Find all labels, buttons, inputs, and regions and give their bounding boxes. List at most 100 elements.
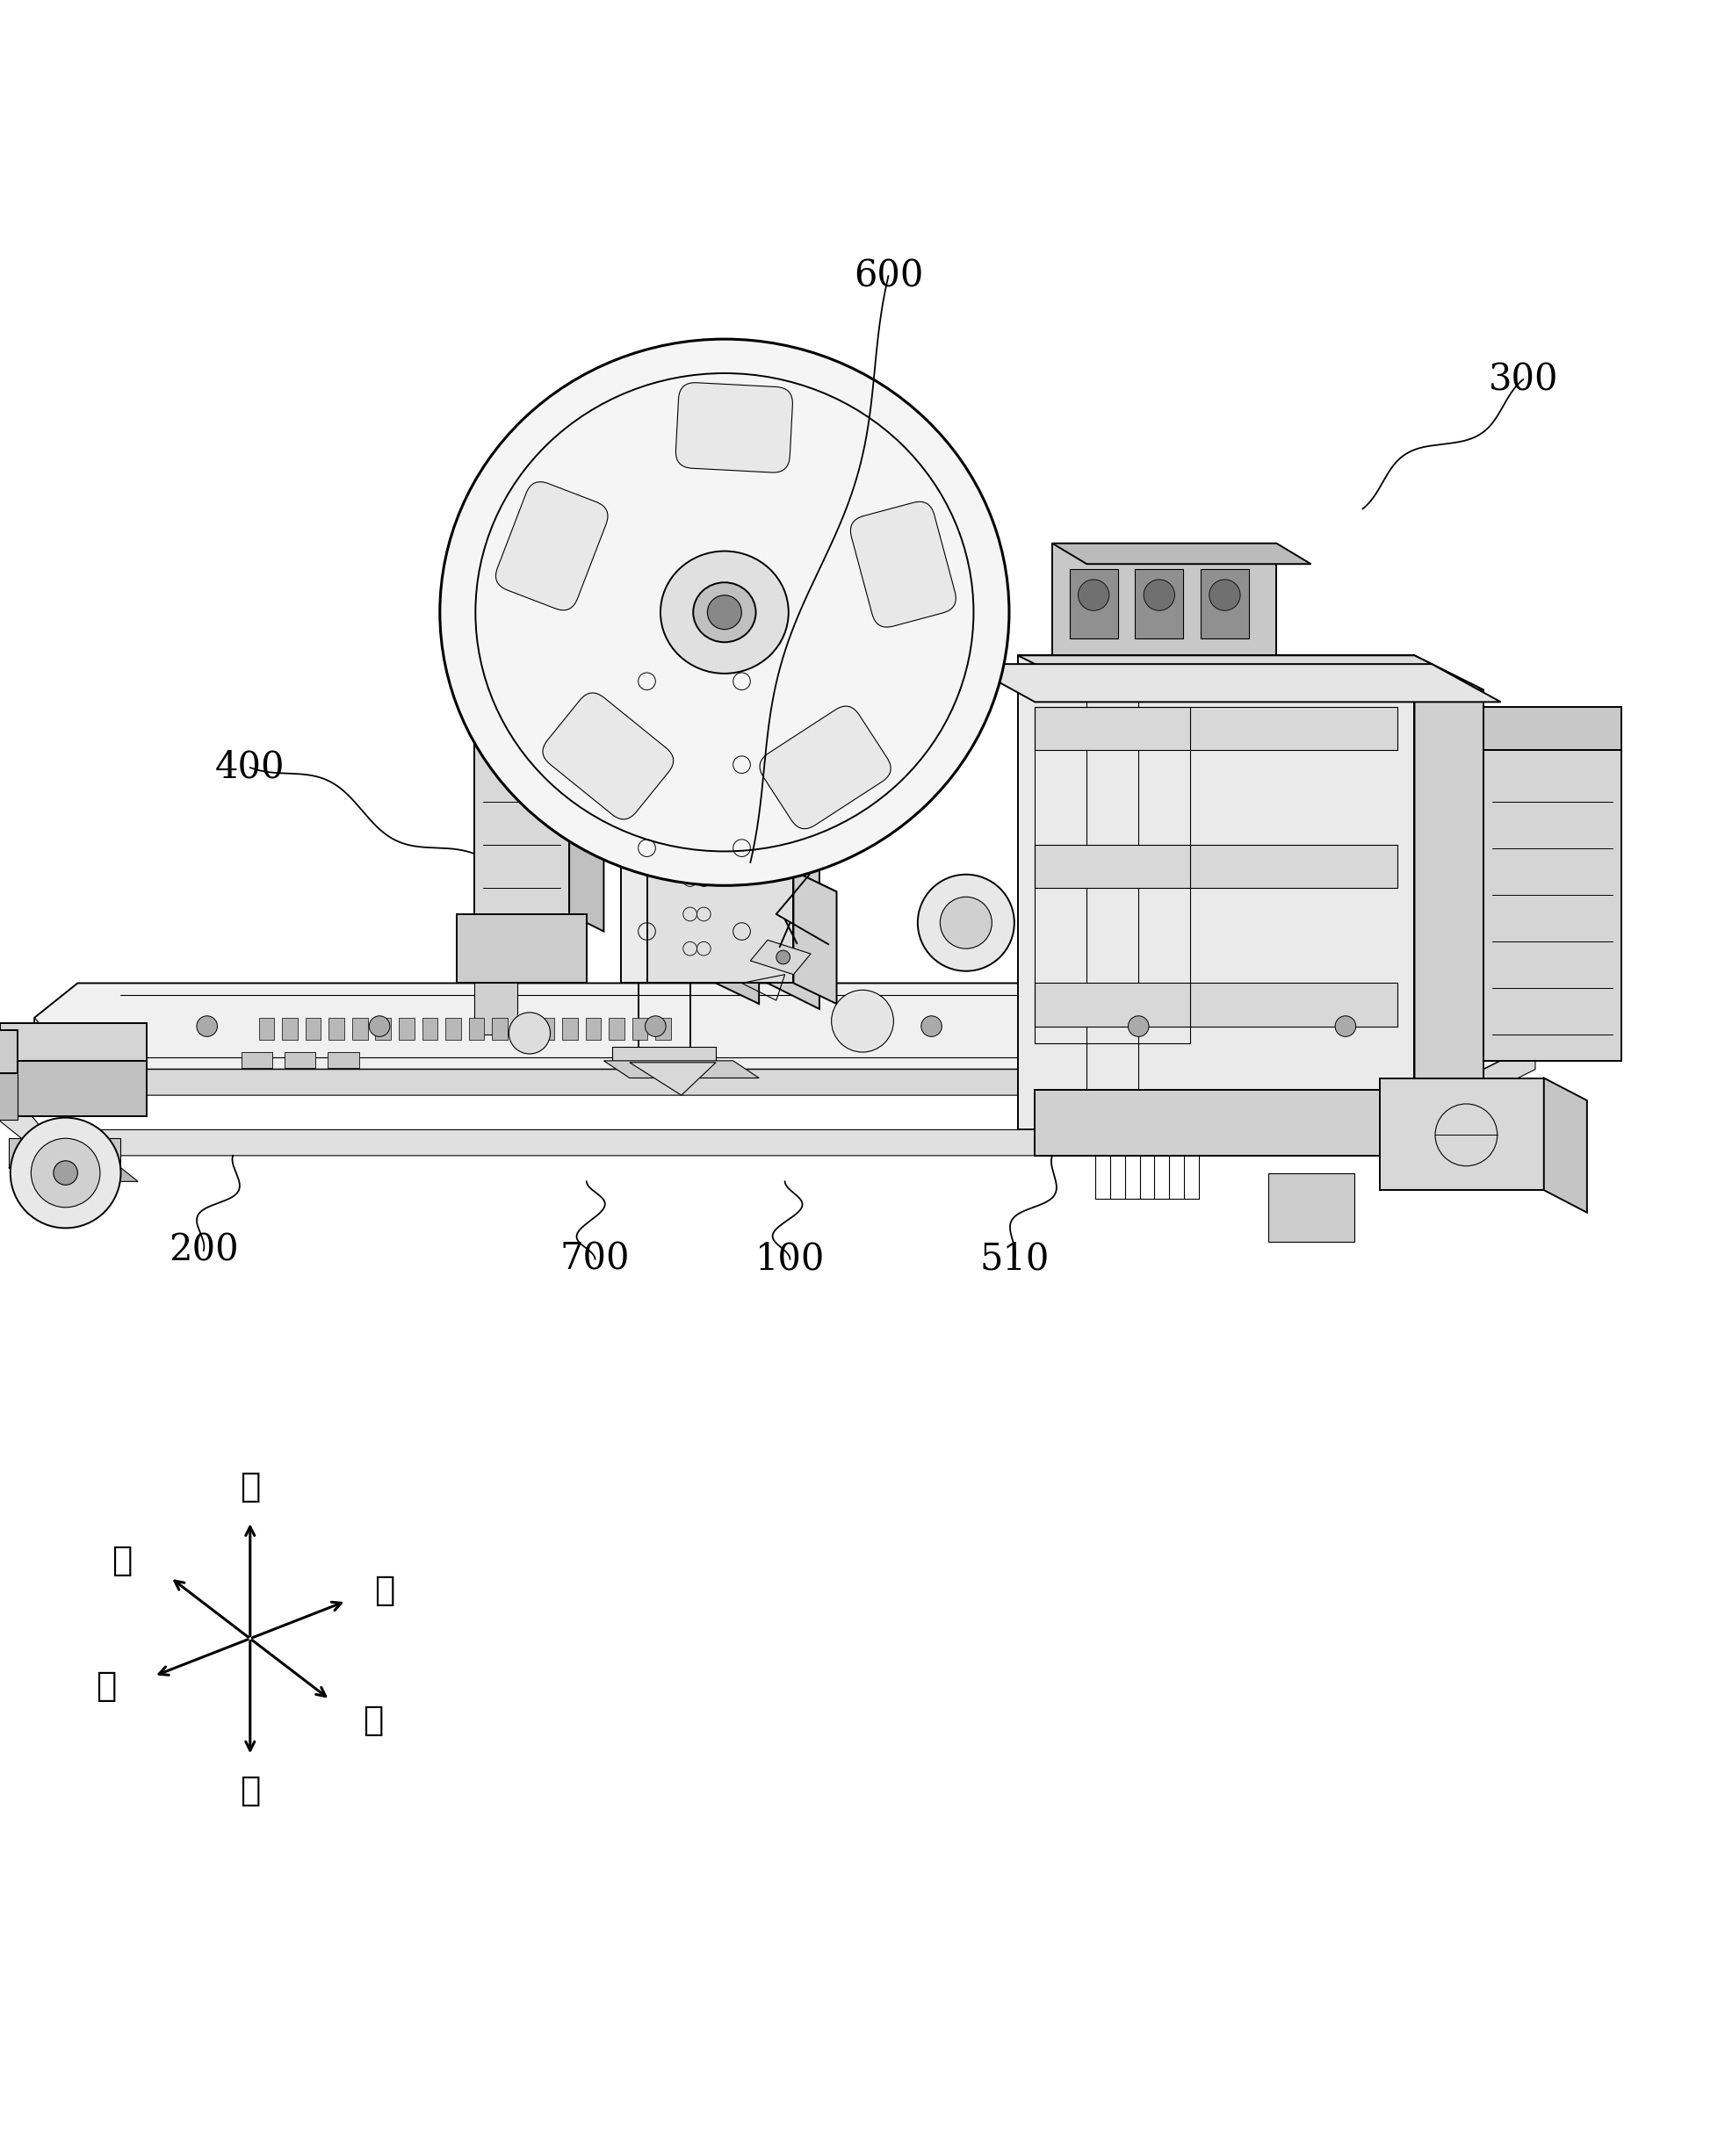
FancyBboxPatch shape: [759, 707, 890, 828]
Text: 左: 左: [112, 1544, 133, 1576]
Circle shape: [918, 875, 1014, 970]
Bar: [398, 1018, 414, 1039]
Text: 100: 100: [756, 1240, 825, 1279]
Polygon shape: [647, 871, 837, 893]
Polygon shape: [1035, 1091, 1458, 1110]
Circle shape: [197, 1015, 217, 1037]
Polygon shape: [1035, 983, 1397, 1026]
Bar: [376, 1018, 392, 1039]
Bar: [562, 1018, 578, 1039]
Ellipse shape: [693, 582, 756, 642]
Polygon shape: [34, 1018, 1535, 1095]
Bar: [585, 1018, 600, 1039]
Circle shape: [776, 951, 790, 964]
Polygon shape: [0, 1074, 17, 1119]
Ellipse shape: [440, 338, 1009, 886]
Polygon shape: [716, 742, 759, 1005]
Polygon shape: [604, 1061, 759, 1078]
Text: 700: 700: [561, 1240, 630, 1279]
Bar: [516, 1018, 531, 1039]
Bar: [492, 1018, 507, 1039]
Text: 上: 上: [240, 1470, 260, 1503]
Ellipse shape: [661, 552, 788, 673]
Text: 200: 200: [169, 1231, 238, 1270]
Bar: [259, 1018, 274, 1039]
Polygon shape: [0, 1061, 147, 1117]
Polygon shape: [474, 983, 518, 1035]
Text: 510: 510: [980, 1240, 1049, 1279]
Polygon shape: [612, 1048, 716, 1063]
Bar: [656, 1018, 671, 1039]
Polygon shape: [1380, 1078, 1544, 1190]
Polygon shape: [1414, 655, 1484, 1164]
Circle shape: [707, 595, 742, 630]
Circle shape: [10, 1117, 121, 1229]
Text: 300: 300: [1489, 360, 1558, 399]
Polygon shape: [966, 664, 1501, 703]
Polygon shape: [34, 983, 1535, 1069]
Polygon shape: [0, 1031, 17, 1074]
Polygon shape: [285, 1052, 316, 1067]
Polygon shape: [457, 914, 586, 983]
Polygon shape: [0, 1078, 1570, 1156]
Circle shape: [1209, 580, 1240, 610]
Text: 600: 600: [854, 257, 923, 295]
Polygon shape: [794, 871, 837, 1005]
Polygon shape: [621, 630, 768, 983]
Bar: [352, 1018, 367, 1039]
Bar: [609, 1018, 624, 1039]
Polygon shape: [1018, 655, 1414, 1130]
Polygon shape: [1052, 543, 1276, 655]
Polygon shape: [656, 742, 716, 983]
Polygon shape: [768, 630, 819, 1009]
Circle shape: [1335, 1015, 1356, 1037]
Polygon shape: [9, 1138, 121, 1169]
Bar: [423, 1018, 438, 1039]
Polygon shape: [0, 1022, 147, 1061]
Bar: [445, 1018, 461, 1039]
Bar: [538, 1018, 554, 1039]
Circle shape: [940, 897, 992, 949]
Text: 后: 后: [374, 1574, 395, 1608]
Polygon shape: [1035, 845, 1397, 888]
Polygon shape: [569, 707, 604, 931]
Polygon shape: [1484, 750, 1622, 1061]
Bar: [283, 1018, 298, 1039]
Polygon shape: [9, 1169, 138, 1181]
Text: 前: 前: [95, 1669, 116, 1703]
Polygon shape: [1018, 655, 1484, 690]
FancyBboxPatch shape: [850, 502, 956, 627]
Bar: [469, 1018, 485, 1039]
Polygon shape: [1035, 707, 1397, 750]
Bar: [305, 1018, 321, 1039]
Text: 下: 下: [240, 1774, 260, 1807]
Polygon shape: [242, 1052, 273, 1067]
Polygon shape: [1135, 569, 1183, 638]
FancyBboxPatch shape: [676, 382, 792, 472]
Polygon shape: [630, 1063, 716, 1095]
Polygon shape: [1035, 1091, 1414, 1156]
Circle shape: [1128, 1015, 1149, 1037]
Circle shape: [831, 990, 894, 1052]
Circle shape: [1078, 580, 1109, 610]
Polygon shape: [750, 940, 811, 975]
Polygon shape: [1544, 1078, 1587, 1212]
Text: 右: 右: [362, 1703, 383, 1738]
FancyBboxPatch shape: [543, 692, 673, 819]
Circle shape: [1144, 580, 1175, 610]
Bar: [329, 1018, 345, 1039]
Polygon shape: [656, 742, 759, 763]
FancyBboxPatch shape: [495, 481, 607, 610]
Bar: [631, 1018, 647, 1039]
Polygon shape: [1070, 569, 1118, 638]
Circle shape: [369, 1015, 390, 1037]
Polygon shape: [1201, 569, 1249, 638]
Polygon shape: [474, 707, 569, 914]
Text: 400: 400: [216, 748, 285, 787]
Circle shape: [31, 1138, 100, 1207]
Polygon shape: [1268, 1173, 1354, 1242]
Circle shape: [921, 1015, 942, 1037]
Polygon shape: [1052, 543, 1311, 565]
Circle shape: [509, 1013, 550, 1054]
Polygon shape: [1484, 707, 1622, 750]
